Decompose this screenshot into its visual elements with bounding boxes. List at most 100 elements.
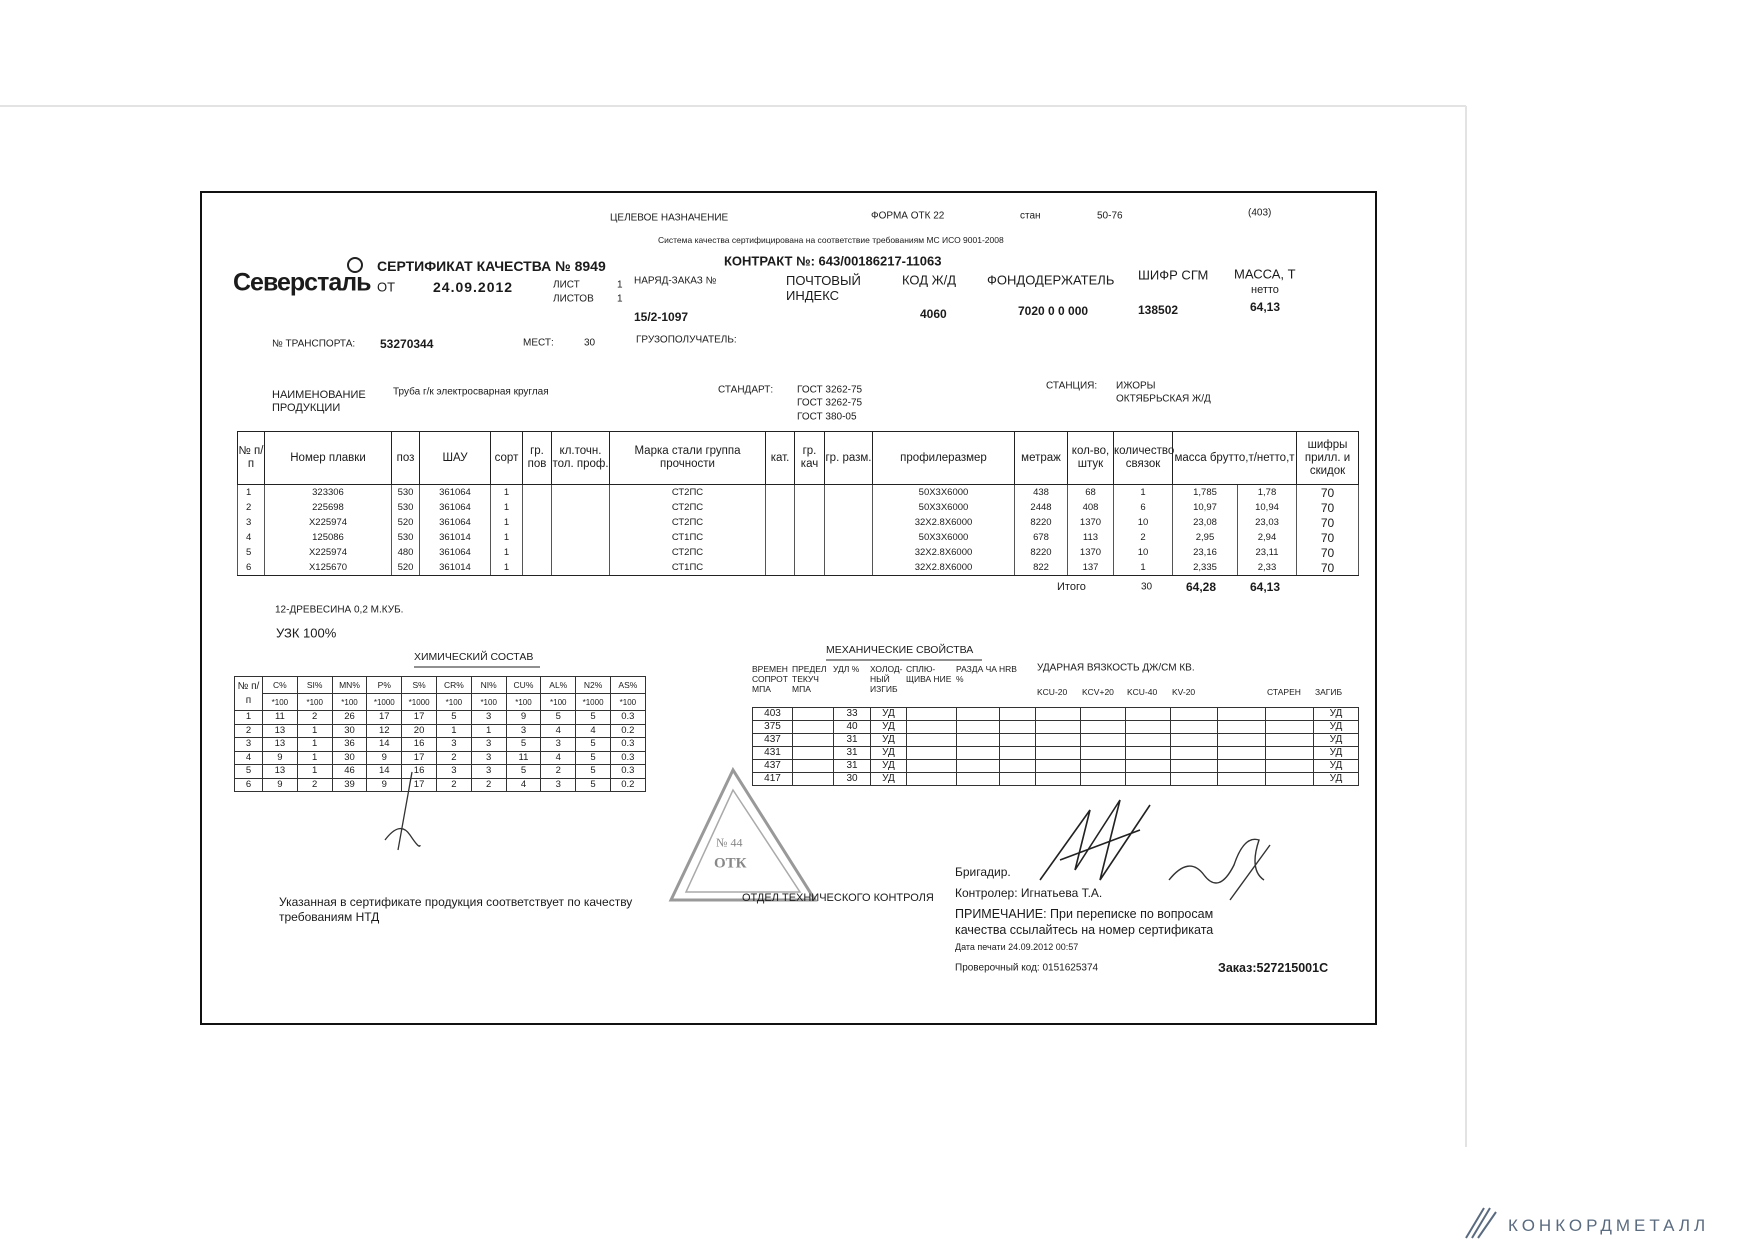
column-header: ПРЕДЕЛ ТЕКУЧ МПА — [792, 664, 827, 694]
cell: 0.3 — [609, 764, 646, 779]
label: ГРУЗОПОЛУЧАТЕЛЬ: — [636, 334, 737, 346]
section-title: МЕХАНИЧЕСКИЕ СВОЙСТВА — [826, 644, 974, 656]
cell: 0.2 — [609, 777, 646, 792]
cell: 361064 — [419, 545, 491, 560]
empty-cell — [906, 720, 957, 734]
cell: 125086 — [264, 530, 392, 545]
empty-cell — [1035, 733, 1081, 747]
column-header: NI% — [470, 676, 507, 694]
cell: 39 — [331, 777, 368, 792]
cell: 3 — [435, 737, 472, 752]
cell: УД — [1313, 746, 1359, 760]
cell: 1 — [296, 750, 333, 765]
column-header: РАЗДА ЧА % — [956, 664, 997, 684]
cell: 8220 — [1014, 545, 1068, 560]
cell: 33 — [833, 707, 871, 721]
column-unit: *1000 — [575, 693, 611, 711]
value: 7020 0 0 000 — [1018, 304, 1089, 318]
table-head: № п/п Номер плавки поз ШАУ сорт гр. пов кл.точ… — [237, 431, 1359, 485]
label: СТАНЦИЯ: — [1046, 380, 1098, 392]
column-header: гр. кач — [794, 431, 825, 485]
cell: 2 — [237, 500, 265, 515]
empty-cell — [999, 707, 1036, 721]
value: 53270344 — [380, 337, 434, 351]
empty-cell — [551, 515, 610, 530]
column-header: кл.точн. тол. проф. — [551, 431, 610, 485]
cell: 5 — [575, 710, 611, 725]
cell: 3 — [540, 737, 577, 752]
cell: 3 — [470, 764, 507, 779]
empty-cell — [794, 545, 825, 560]
total-value: 64,28 — [1186, 580, 1217, 594]
empty-cell — [824, 484, 873, 500]
empty-cell — [1265, 772, 1314, 786]
total-value: 64,13 — [1250, 580, 1281, 594]
label: ОТ — [377, 279, 396, 295]
total-value: 30 — [1141, 581, 1153, 593]
cell: 5 — [505, 764, 542, 779]
empty-cell — [1170, 746, 1218, 760]
cell: 437 — [752, 759, 793, 773]
stamp-text: № 44 — [716, 835, 743, 850]
cell: 1370 — [1067, 515, 1114, 530]
cell: 30 — [331, 750, 368, 765]
table-row: 3 X225974 520 361064 1 СТ2ПС 32X2.8X6000 8220 13… — [237, 515, 1359, 530]
label: стан — [1020, 210, 1041, 222]
column-header: P% — [366, 676, 403, 694]
watermark: КОНКОРДМЕТАЛЛ — [1508, 1216, 1710, 1235]
cell: УД — [870, 759, 907, 773]
cell: 23,03 — [1237, 515, 1297, 530]
empty-cell — [765, 530, 795, 545]
cell: 2 — [540, 764, 577, 779]
empty-cell — [765, 500, 795, 515]
table-row: 6 9 2 39 9 17 2 2 4 3 5 0.2 — [234, 777, 646, 792]
column-header: СПЛЮ-ЩИВА НИЕ — [906, 664, 952, 684]
cell: 14 — [366, 737, 403, 752]
date: 24.09.2012 — [433, 279, 514, 295]
empty-cell — [1217, 772, 1266, 786]
cell: 361064 — [419, 484, 491, 500]
cell: 1 — [490, 515, 523, 530]
column-unit: *100 — [609, 693, 646, 711]
empty-cell — [1217, 720, 1266, 734]
cell: 36 — [331, 737, 368, 752]
cell: 14 — [366, 764, 403, 779]
stamp-text: ОТК — [714, 855, 747, 872]
cell: 1,78 — [1237, 484, 1297, 500]
cell: 1 — [490, 545, 523, 560]
cell: 3 — [470, 737, 507, 752]
column-header: ВРЕМЕН СОПРОТ МПА — [752, 664, 788, 694]
cell: 13 — [262, 723, 298, 738]
cell: 4 — [540, 723, 577, 738]
cell: 1 — [490, 484, 523, 500]
empty-cell — [1217, 707, 1266, 721]
column-header: AL% — [540, 676, 577, 694]
empty-cell — [792, 733, 834, 747]
cell: 10 — [1113, 515, 1173, 530]
value: Труба г/к электросварная круглая — [393, 386, 549, 398]
cell: 40 — [833, 720, 871, 734]
empty-cell — [794, 500, 825, 515]
empty-cell — [522, 484, 552, 500]
column-header: количество связок — [1113, 431, 1174, 485]
cell: 1 — [296, 737, 333, 752]
cell: 5 — [575, 750, 611, 765]
empty-cell — [824, 545, 873, 560]
value: ГОСТ 3262-75 — [797, 384, 863, 396]
cell: 1 — [490, 560, 523, 576]
cell: 1 — [234, 710, 263, 725]
value: 30 — [584, 337, 596, 349]
header-row: *100 *100 *100 *1000 *1000 *100 *100 *100 *100 *1… — [235, 693, 646, 711]
empty-cell — [1080, 707, 1126, 721]
column-header: кол-во, штук — [1067, 431, 1114, 485]
cell: 5 — [505, 737, 542, 752]
column-unit: *100 — [296, 693, 333, 711]
cell: 403 — [752, 707, 793, 721]
column-header: SI% — [296, 676, 333, 694]
cell: 2,335 — [1172, 560, 1238, 576]
cell: 0.3 — [609, 737, 646, 752]
cell: 3 — [505, 723, 542, 738]
cell: 32X2.8X6000 — [872, 545, 1015, 560]
table-row: 5 X225974 480 361064 1 СТ2ПС 32X2.8X6000 8220 13… — [237, 545, 1359, 560]
cell: 375 — [752, 720, 793, 734]
